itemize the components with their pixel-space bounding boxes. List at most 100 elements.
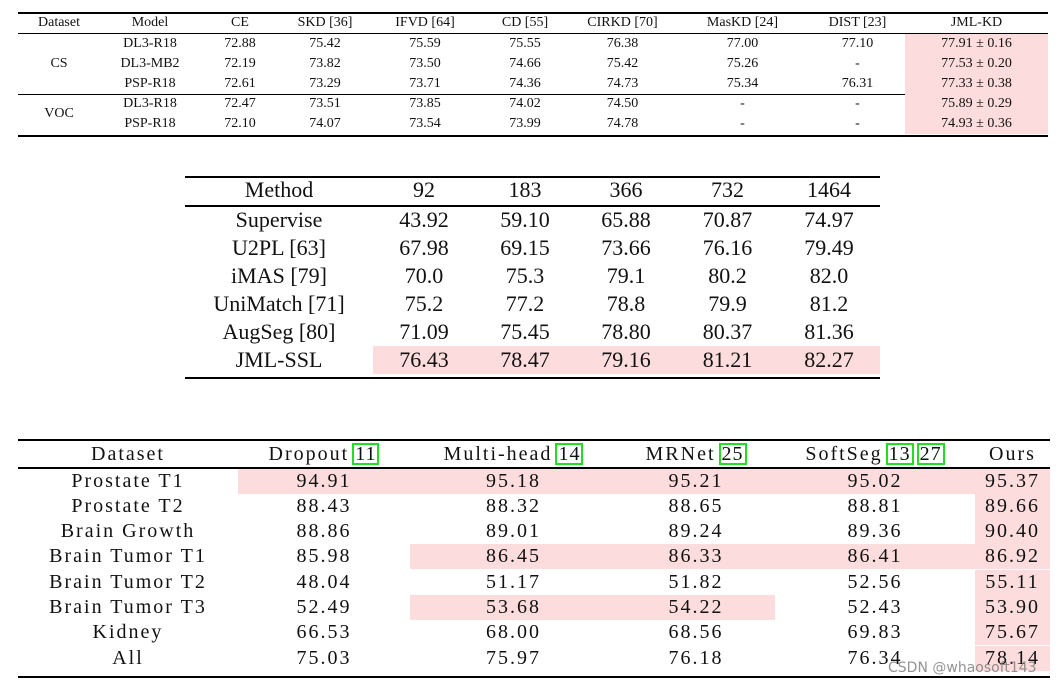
value-cell: 74.07 xyxy=(309,116,341,131)
value-cell: 74.50 xyxy=(606,96,639,111)
value-cell: 79.1 xyxy=(606,263,646,288)
value-cell: 76.16 xyxy=(702,235,753,260)
rule xyxy=(18,676,1050,678)
value-cell: 71.09 xyxy=(399,319,449,344)
value-cell: 76.18 xyxy=(668,646,724,669)
value-cell: 72.10 xyxy=(224,116,256,131)
value-cell: 79.9 xyxy=(708,291,747,316)
value-cell: 86.92 xyxy=(975,544,1050,570)
rule xyxy=(18,33,1048,34)
value-cell: 69.83 xyxy=(847,621,903,644)
value-cell: 77.10 xyxy=(841,36,874,51)
value-cell: 82.0 xyxy=(809,263,849,288)
value-cell: 52.43 xyxy=(847,596,903,618)
dataset-cell: Brain Growth xyxy=(60,520,196,543)
value-cell: 86.33 xyxy=(617,544,775,570)
value-cell: 69.15 xyxy=(500,235,550,260)
model-cell: DL3-R18 xyxy=(123,96,177,111)
citation: 14 xyxy=(555,443,584,465)
rule xyxy=(18,439,1050,441)
rule xyxy=(18,12,1048,14)
value-cell: 74.78 xyxy=(606,116,639,131)
value-cell: 81.36 xyxy=(804,319,854,344)
rule xyxy=(185,377,880,379)
value-cell: 86.45 xyxy=(410,544,617,570)
rule xyxy=(185,176,880,178)
header-cell: SoftSeg 13 27 xyxy=(775,442,975,467)
value-cell: 75.2 xyxy=(404,291,444,316)
header-cell: DIST [23] xyxy=(828,15,887,30)
value-cell: 79.16 xyxy=(575,346,677,374)
value-cell: 85.98 xyxy=(296,545,352,568)
header-cell: Dataset xyxy=(91,442,165,465)
value-cell: 73.54 xyxy=(409,116,441,131)
method-name: SoftSeg xyxy=(805,442,883,465)
rule xyxy=(18,467,1050,469)
header-cell: SKD [36] xyxy=(297,15,353,30)
method-name: Multi-head xyxy=(443,442,553,465)
model-cell: PSP-R18 xyxy=(124,76,176,91)
value-cell: 77.33 ± 0.38 xyxy=(905,74,1048,94)
header-cell: CD [55] xyxy=(501,15,549,30)
value-cell: 88.65 xyxy=(668,494,724,517)
method-name: MRNet xyxy=(645,442,716,465)
dataset-cell: Brain Tumor T1 xyxy=(49,545,207,568)
value-cell: 81.2 xyxy=(809,291,849,316)
dataset-cell: VOC xyxy=(44,106,74,121)
header-cell: Dropout 11 xyxy=(238,442,410,467)
value-cell: - xyxy=(855,56,860,71)
header-cell: 92 xyxy=(413,177,435,202)
value-cell: 94.91 xyxy=(238,468,410,494)
value-cell: 78.47 xyxy=(475,346,575,374)
value-cell: 54.22 xyxy=(617,595,775,620)
value-cell: 75.45 xyxy=(500,319,550,344)
method-cell: U2PL [63] xyxy=(232,235,326,260)
value-cell: 75.42 xyxy=(606,56,639,71)
value-cell: 72.47 xyxy=(224,96,256,111)
value-cell: 74.02 xyxy=(509,96,541,111)
header-cell: Method xyxy=(244,177,314,202)
header-cell: 732 xyxy=(711,177,744,202)
value-cell: - xyxy=(855,116,860,131)
value-cell: 78.14 xyxy=(975,645,1050,671)
header-cell: MRNet 25 xyxy=(617,442,775,467)
value-cell: 52.56 xyxy=(847,570,903,593)
value-cell: 80.37 xyxy=(702,319,753,344)
value-cell: 59.10 xyxy=(500,207,550,232)
value-cell: 88.81 xyxy=(847,494,903,517)
value-cell: 81.21 xyxy=(677,346,778,374)
dataset-cell: Prostate T1 xyxy=(71,469,185,492)
method-cell: JML-SSL xyxy=(235,347,323,372)
value-cell: 76.31 xyxy=(841,76,874,91)
dataset-cell: Kidney xyxy=(92,621,164,644)
value-cell: 70.0 xyxy=(404,263,444,288)
value-cell: 75.55 xyxy=(509,36,541,51)
value-cell: 95.37 xyxy=(975,468,1050,494)
value-cell: 73.29 xyxy=(309,76,341,91)
value-cell: 66.53 xyxy=(296,621,352,644)
method-cell: UniMatch [71] xyxy=(213,291,345,316)
watermark: CSDN @whaosoft143 xyxy=(888,660,1037,676)
value-cell: 77.2 xyxy=(505,291,545,316)
value-cell: 67.98 xyxy=(399,235,449,260)
method-cell: Supervise xyxy=(235,207,323,232)
value-cell: 73.51 xyxy=(309,96,341,111)
value-cell: 72.88 xyxy=(224,36,256,51)
value-cell: 75.34 xyxy=(726,76,759,91)
header-cell: Ours xyxy=(989,442,1036,465)
value-cell: 73.71 xyxy=(409,76,441,91)
header-cell: Dataset xyxy=(38,15,80,30)
value-cell: 76.34 xyxy=(847,646,903,669)
value-cell: 79.49 xyxy=(804,235,854,260)
model-cell: DL3-R18 xyxy=(123,36,177,51)
value-cell: 73.66 xyxy=(601,235,651,260)
header-cell: MasKD [24] xyxy=(706,15,779,30)
value-cell: 53.90 xyxy=(975,595,1050,620)
dataset-cell: Brain Tumor T2 xyxy=(49,570,207,593)
dataset-cell: CS xyxy=(50,56,68,71)
value-cell: 78.8 xyxy=(606,291,646,316)
method-cell: AugSeg [80] xyxy=(222,319,336,344)
value-cell: 53.68 xyxy=(410,595,617,620)
value-cell: 48.04 xyxy=(296,570,352,593)
value-cell: 88.32 xyxy=(486,494,541,517)
